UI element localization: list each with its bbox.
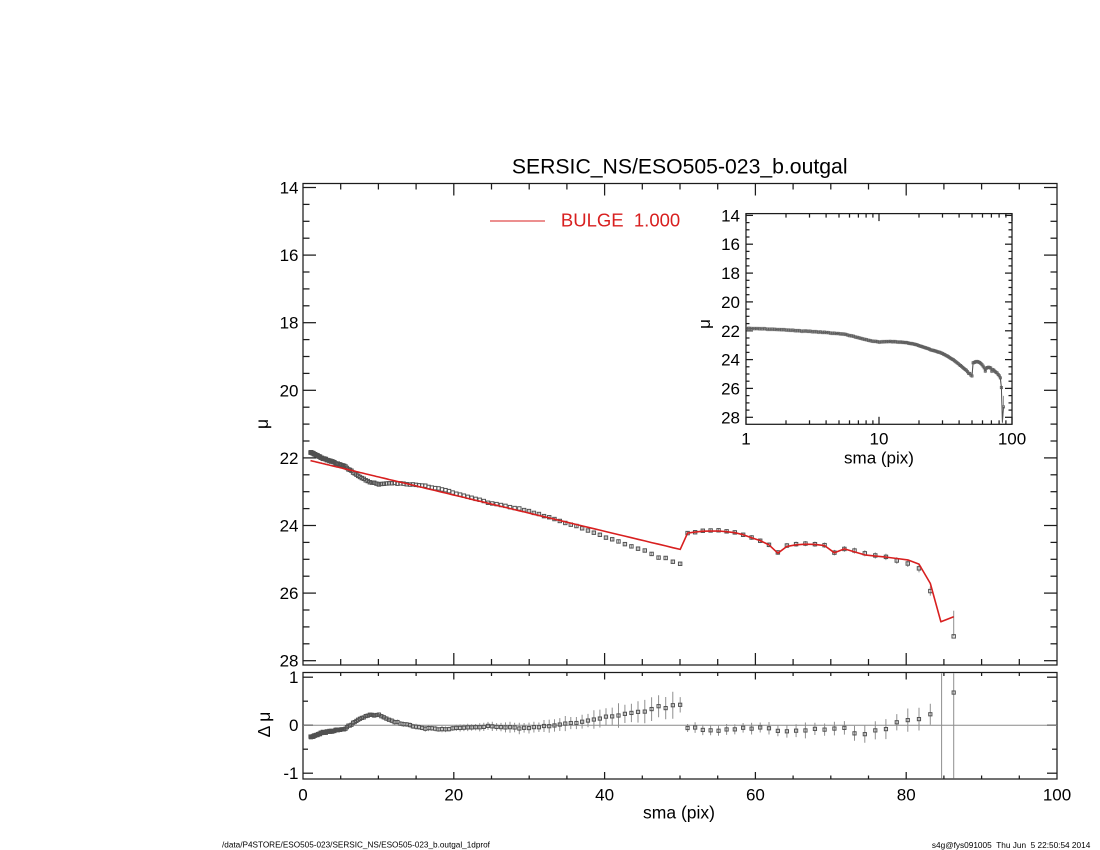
svg-text:60: 60 (746, 785, 765, 804)
svg-text:22: 22 (280, 449, 299, 468)
svg-text:μ: μ (252, 419, 272, 429)
svg-text:0: 0 (289, 716, 298, 735)
svg-text:μ: μ (695, 319, 714, 329)
svg-text:26: 26 (721, 379, 740, 398)
svg-text:24: 24 (280, 517, 299, 536)
svg-text:100: 100 (998, 430, 1026, 449)
svg-text:1: 1 (289, 668, 298, 687)
svg-text:Δ μ: Δ μ (254, 712, 274, 738)
svg-text:14: 14 (721, 206, 740, 225)
svg-text:26: 26 (280, 584, 299, 603)
svg-text:16: 16 (280, 246, 299, 265)
svg-text:0: 0 (298, 785, 307, 804)
svg-text:28: 28 (280, 652, 299, 671)
svg-text:SERSIC_NS/ESO505-023_b.outgal: SERSIC_NS/ESO505-023_b.outgal (512, 156, 848, 179)
svg-text:1: 1 (741, 430, 750, 449)
svg-text:/data/P4STORE/ESO505-023/SERSI: /data/P4STORE/ESO505-023/SERSIC_NS/ESO50… (222, 841, 491, 850)
svg-text:18: 18 (721, 264, 740, 283)
svg-text:40: 40 (595, 785, 614, 804)
svg-text:20: 20 (280, 381, 299, 400)
svg-text:sma (pix): sma (pix) (643, 803, 715, 823)
svg-text:18: 18 (280, 314, 299, 333)
svg-text:20: 20 (444, 785, 463, 804)
svg-text:22: 22 (721, 322, 740, 341)
svg-text:s4g@fys091005 Thu Jun 5 22:5: s4g@fys091005 Thu Jun 5 22:50:54 2014 (932, 841, 1091, 850)
svg-text:28: 28 (721, 408, 740, 427)
svg-text:16: 16 (721, 235, 740, 254)
svg-text:100: 100 (1043, 785, 1071, 804)
svg-text:10: 10 (870, 430, 889, 449)
svg-text:20: 20 (721, 293, 740, 312)
svg-text:-1: -1 (283, 764, 298, 783)
svg-text:14: 14 (280, 179, 299, 198)
svg-text:80: 80 (897, 785, 916, 804)
svg-text:24: 24 (721, 351, 740, 370)
svg-text:sma (pix): sma (pix) (844, 449, 914, 468)
svg-text:BULGE 1.000: BULGE 1.000 (561, 209, 680, 230)
